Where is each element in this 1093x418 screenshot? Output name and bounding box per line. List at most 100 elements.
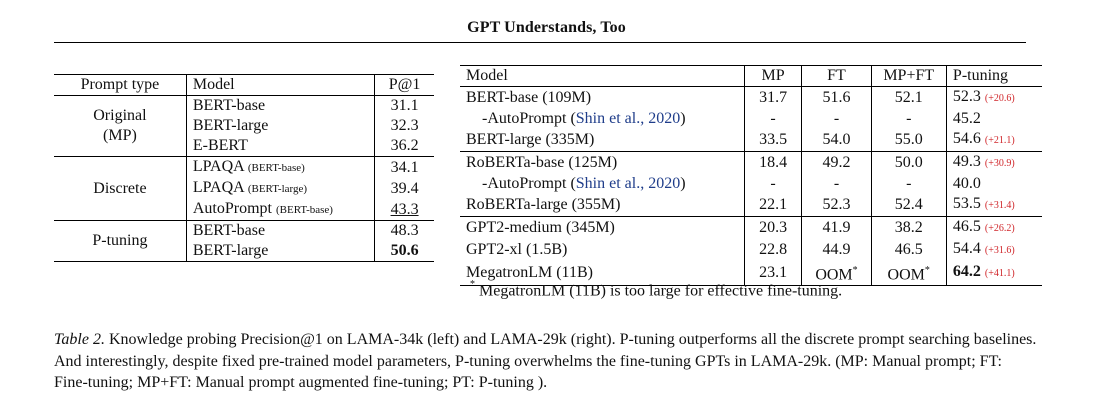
model-cell: E-BERT (186, 136, 376, 157)
mpft-cell: 55.0 (871, 129, 947, 152)
ptuning-cell: 40.0 (946, 174, 1042, 194)
mp-cell: 31.7 (744, 86, 803, 109)
table-row: -AutoPrompt (Shin et al., 2020) - - -45.2 (460, 109, 1042, 129)
ft-cell: - (801, 109, 872, 129)
ft-cell: 41.9 (801, 216, 872, 239)
ptuning-delta: (+31.4) (984, 200, 1015, 211)
table-row: BERT-base (109M) 31.7 51.6 52.1 52.3 (+20.6) (460, 86, 1042, 109)
model-name: AutoPrompt (192, 200, 272, 217)
mpft-cell: 52.4 (871, 194, 947, 217)
ptuning-delta: (+21.1) (984, 135, 1015, 146)
ptuning-delta: (+41.1) (984, 268, 1015, 280)
mpft-cell: - (871, 109, 947, 129)
ptuning-cell: 54.6 (+21.1) (946, 129, 1042, 152)
left-col-prompt-type: Prompt type (54, 74, 187, 96)
ptuning-value: 64.2 (952, 263, 981, 281)
mpft-cell: 46.5 (871, 239, 947, 261)
right-table: Model MP FT MP+FT P-tuning BERT-base (10… (460, 65, 1042, 286)
ft-cell: 49.2 (801, 151, 872, 174)
table-row: MegatronLM (11B) 23.1 OOM* OOM* 64.2 (+41.1) (460, 261, 1042, 286)
model-cell: -AutoPrompt (Shin et al., 2020) (460, 174, 745, 194)
table-caption: Table 2. Knowledge probing Precision@1 o… (54, 329, 1039, 394)
right-col-mpft: MP+FT (871, 65, 947, 87)
mpft-cell: OOM* (871, 261, 947, 286)
model-cell: RoBERTa-large (355M) (460, 194, 745, 217)
prompt-type-cell: Discrete (54, 156, 187, 221)
model-name: BERT-base (192, 97, 266, 114)
mp-cell: - (744, 174, 803, 194)
right-col-mp: MP (744, 65, 803, 87)
ptuning-value: 40.0 (952, 175, 981, 192)
p1-cell: 34.1 (390, 158, 419, 176)
model-cell: LPAQA (BERT-base) (186, 156, 376, 178)
model-name: GPT2-xl (1.5B) (466, 241, 568, 258)
model-cell: LPAQA (BERT-large) (186, 178, 376, 199)
table-row: BERT-large 50.6 (54, 241, 434, 262)
model-cell: BERT-large (335M) (460, 129, 745, 152)
footnote-mark: * (470, 279, 475, 290)
model-variant: (BERT-base) (275, 204, 333, 216)
table-row: GPT2-xl (1.5B) 22.8 44.9 46.5 54.4 (+31.6) (460, 239, 1042, 261)
header-rule (54, 42, 1026, 43)
model-cell: AutoPrompt (BERT-base) (186, 199, 376, 221)
prompt-type-cell: P-tuning (54, 220, 187, 262)
ptuning-delta: (+20.6) (984, 93, 1015, 104)
model-name: -AutoPrompt ( (482, 110, 576, 127)
model-name: BERT-large (192, 242, 269, 259)
ptuning-value: 46.5 (952, 218, 981, 235)
p1-cell-best: 50.6 (390, 242, 419, 259)
table-row: RoBERTa-base (125M) 18.4 49.2 50.0 49.3 (+30… (460, 151, 1042, 175)
left-table: Prompt type Model P@1 Original (MP) BERT… (54, 74, 434, 262)
model-cell: BERT-large (186, 241, 376, 262)
model-cell: BERT-base (186, 95, 376, 116)
ft-cell: 52.3 (801, 194, 872, 217)
prompt-type-label: P-tuning (92, 232, 148, 249)
ptuning-delta: (+26.2) (984, 223, 1015, 234)
right-col-ft: FT (801, 65, 872, 87)
model-cell: RoBERTa-base (125M) (460, 151, 745, 174)
ptuning-delta: (+31.6) (984, 245, 1015, 256)
model-name: BERT-base (109M) (466, 89, 592, 106)
mp-cell: 33.5 (744, 129, 803, 152)
p1-cell: 39.4 (390, 179, 419, 197)
model-cell: BERT-large (186, 116, 376, 136)
model-name: GPT2-medium (345M) (466, 219, 615, 236)
citation-close: ) (680, 110, 686, 127)
mpft-cell: - (871, 174, 947, 194)
model-cell: MegatronLM (11B) (460, 261, 745, 286)
table-row: P-tuning BERT-base 48.3 (54, 220, 434, 262)
model-name: RoBERTa-base (125M) (466, 154, 618, 171)
model-cell: GPT2-xl (1.5B) (460, 239, 745, 261)
model-name: LPAQA (192, 179, 244, 196)
prompt-type-label: Original (93, 107, 147, 124)
ptuning-cell: 49.3 (+30.9) (946, 152, 1042, 175)
right-col-ptuning: P-tuning (952, 67, 1009, 84)
ptuning-value: 52.3 (952, 88, 981, 105)
ptuning-value: 54.4 (952, 240, 981, 257)
table-row: BERT-large (335M) 33.5 54.0 55.0 54.6 (+21.1… (460, 129, 1042, 152)
left-col-p1: P@1 (388, 76, 421, 93)
ptuning-cell: 46.5 (+26.2) (946, 217, 1042, 240)
caption-text: Knowledge probing Precision@1 on LAMA-34… (54, 331, 1037, 391)
right-col-model: Model (460, 65, 745, 87)
table-row: RoBERTa-large (355M) 22.1 52.3 52.4 53.5 (+3… (460, 194, 1042, 217)
ptuning-cell: 45.2 (946, 109, 1042, 129)
table-row: LPAQA (BERT-large) 39.4 (54, 178, 434, 199)
mp-cell: 18.4 (744, 151, 803, 174)
footnote-ref: * (852, 265, 858, 276)
model-cell: GPT2-medium (345M) (460, 216, 745, 239)
ptuning-value: 54.6 (952, 130, 981, 147)
ft-cell: OOM* (801, 261, 872, 286)
table-row: AutoPrompt (BERT-base) 43.3 (54, 199, 434, 221)
prompt-type-cell: Original (MP) (54, 95, 187, 157)
mp-cell: 22.1 (744, 194, 803, 217)
mp-cell: - (744, 109, 803, 129)
model-variant: (BERT-base) (247, 162, 305, 174)
mp-cell: 22.8 (744, 239, 803, 261)
citation-link: Shin et al., 2020 (575, 175, 681, 192)
model-cell: BERT-base (109M) (460, 86, 745, 109)
ft-cell: - (801, 174, 872, 194)
table-row: Discrete LPAQA (BERT-base) 34.1 (54, 156, 434, 221)
footnote-text: MegatronLM (11B) is too large for effect… (479, 282, 843, 300)
prompt-type-sublabel: (MP) (103, 127, 137, 144)
